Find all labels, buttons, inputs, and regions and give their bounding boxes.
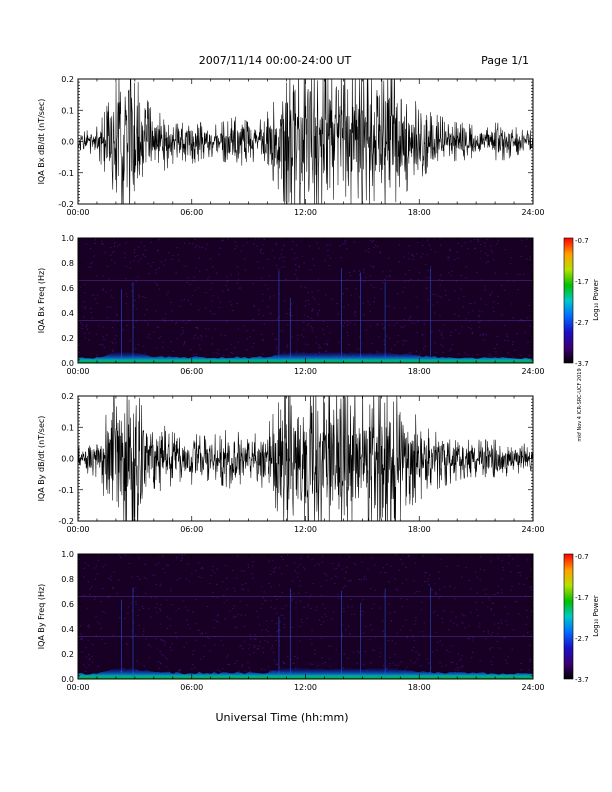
by-colorbar-tick: -2.7	[575, 635, 589, 643]
by-spectrogram-panel: 1.0 0.8 0.6 0.4 0.2 0.000:00 06:00 12:00 18:00 24…	[37, 550, 545, 692]
bx-waveform-x-tick-label: 24:00	[521, 208, 544, 217]
bx-colorbar: -0.7 -1.7 -2.7 -3.7 Log₁₀ Power	[563, 237, 600, 368]
by-waveform-y-axis-label: IQA By dB/dt (nT/sec)	[37, 416, 46, 502]
by-spectrogram-x-tick-label: 18:00	[408, 683, 431, 692]
by-colorbar-label: Log₁₀ Power	[592, 595, 600, 637]
bx-waveform-x-tick-label: 06:00	[180, 208, 203, 217]
bx-spectrogram-y-tick-label: 0.8	[61, 259, 74, 268]
by-spectrogram-y-tick-label: 0.2	[61, 650, 74, 659]
by-waveform-y-tick-label: -0.2	[58, 517, 74, 526]
by-waveform-x-tick-label: 06:00	[180, 525, 203, 534]
by-spectrogram-background	[78, 554, 533, 679]
by-waveform-panel: 0.2 0.1 0.0 -0.1 -0.200:00 06:00 12:00 18:00 24:…	[37, 392, 545, 534]
bx-spectrogram-harmonic-lines	[78, 280, 533, 321]
bx-spectrogram-y-tick-label: 0.0	[61, 359, 74, 368]
by-spectrogram-y-tick-label: 1.0	[61, 550, 74, 559]
by-colorbar-tick: -3.7	[575, 676, 589, 684]
by-waveform-trace	[78, 396, 533, 521]
bx-spectrogram-y-axis-label: IQA Bx Freq (Hz)	[37, 268, 46, 334]
bx-spectrogram-y-tick-label: 1.0	[61, 234, 74, 243]
bx-waveform-trace	[78, 79, 533, 204]
by-spectrogram-x-tick-label: 06:00	[180, 683, 203, 692]
by-waveform-x-tick-label: 18:00	[408, 525, 431, 534]
by-spectrogram-x-tick-label: 24:00	[521, 683, 544, 692]
by-colorbar: -0.7 -1.7 -2.7 -3.7 Log₁₀ Power	[563, 553, 600, 684]
bx-colorbar-tick: -0.7	[575, 237, 589, 245]
by-colorbar-tick: -1.7	[575, 594, 589, 602]
bx-spectrogram-x-tick-label: 24:00	[521, 367, 544, 376]
credit-text: mkf Nov 4 ICR-SRC-UCF 2019	[577, 368, 583, 441]
by-colorbar-tick: -0.7	[575, 553, 589, 561]
bx-spectrogram-x-tick-label: 06:00	[180, 367, 203, 376]
by-waveform-x-tick-label: 00:00	[66, 525, 89, 534]
bx-waveform-panel: 0.2 0.1 0.0 -0.1 -0.200:00 06:00 12:00 18:00 24:…	[37, 75, 545, 217]
bx-spectrogram-y-tick-label: 0.6	[61, 284, 74, 293]
bx-colorbar-label: Log₁₀ Power	[592, 279, 600, 321]
bx-waveform-y-tick-label: 0.0	[61, 138, 74, 147]
bx-waveform-y-tick-label: 0.1	[61, 106, 74, 115]
bx-waveform-y-tick-label: -0.2	[58, 200, 74, 209]
by-spectrogram-y-axis-label: IQA By Freq (Hz)	[37, 584, 46, 650]
bx-spectrogram-y-tick-label: 0.2	[61, 334, 74, 343]
by-spectrogram-y-tick-label: 0.4	[61, 625, 74, 634]
bx-waveform-y-tick-label: 0.2	[61, 75, 74, 84]
bx-waveform-y-axis-label: IQA Bx dB/dt (nT/sec)	[37, 99, 46, 185]
by-waveform-x-tick-label: 24:00	[521, 525, 544, 534]
by-waveform-y-tick-label: -0.1	[58, 486, 74, 495]
page-number: Page 1/1	[481, 54, 529, 67]
bx-waveform-x-tick-label: 00:00	[66, 208, 89, 217]
date-range-title: 2007/11/14 00:00-24:00 UT	[199, 54, 352, 67]
by-spectrogram-x-tick-label: 12:00	[294, 683, 317, 692]
bx-waveform-x-tick-label: 18:00	[408, 208, 431, 217]
by-spectrogram-x-tick-label: 00:00	[66, 683, 89, 692]
bx-spectrogram-x-tick-label: 18:00	[408, 367, 431, 376]
by-spectrogram-harmonic-lines	[78, 596, 533, 637]
bx-waveform-y-tick-label: -0.1	[58, 169, 74, 178]
by-spectrogram-broadband-bursts	[121, 587, 432, 677]
by-waveform-x-tick-label: 12:00	[294, 525, 317, 534]
bx-colorbar-tick: -3.7	[575, 360, 589, 368]
bx-colorbar-tick: -1.7	[575, 278, 589, 286]
by-waveform-y-tick-label: 0.1	[61, 423, 74, 432]
x-axis-label: Universal Time (hh:mm)	[216, 711, 349, 724]
bx-colorbar-tick: -2.7	[575, 319, 589, 327]
by-waveform-y-tick-label: 0.2	[61, 392, 74, 401]
by-spectrogram-y-tick-label: 0.6	[61, 600, 74, 609]
bx-spectrogram-x-tick-label: 12:00	[294, 367, 317, 376]
by-waveform-y-tick-label: 0.0	[61, 455, 74, 464]
bx-spectrogram-x-tick-label: 00:00	[66, 367, 89, 376]
bx-spectrogram-noise	[78, 238, 533, 363]
bx-spectrogram-panel: 1.0 0.8 0.6 0.4 0.2 0.000:00 06:00 12:00 18:00 24…	[37, 234, 545, 376]
bx-spectrogram-y-tick-label: 0.4	[61, 309, 74, 318]
by-spectrogram-y-tick-label: 0.0	[61, 675, 74, 684]
by-spectrogram-y-tick-label: 0.8	[61, 575, 74, 584]
bx-spectrogram-broadband-bursts	[121, 267, 432, 361]
bx-waveform-x-tick-label: 12:00	[294, 208, 317, 217]
